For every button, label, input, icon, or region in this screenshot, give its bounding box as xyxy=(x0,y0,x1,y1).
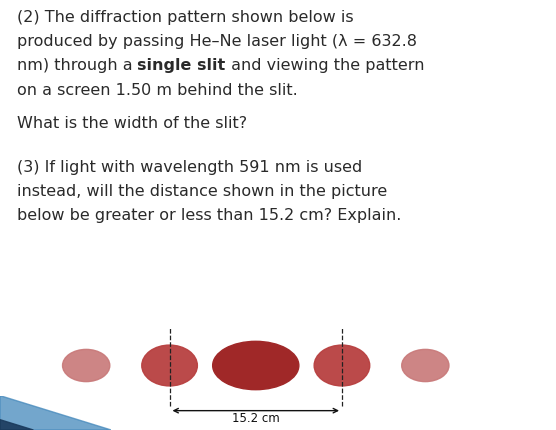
Text: below be greater or less than 15.2 cm? Explain.: below be greater or less than 15.2 cm? E… xyxy=(17,208,401,223)
Polygon shape xyxy=(0,396,111,430)
Text: nm) through a: nm) through a xyxy=(17,58,137,74)
Text: instead, will the distance shown in the picture: instead, will the distance shown in the … xyxy=(17,184,387,199)
Text: on a screen 1.50 m behind the slit.: on a screen 1.50 m behind the slit. xyxy=(17,83,297,98)
Polygon shape xyxy=(0,420,33,430)
Text: (2) The diffraction pattern shown below is: (2) The diffraction pattern shown below … xyxy=(17,10,353,25)
Text: and viewing the pattern: and viewing the pattern xyxy=(226,58,424,74)
Ellipse shape xyxy=(402,349,449,382)
Text: (3) If light with wavelength 591 nm is used: (3) If light with wavelength 591 nm is u… xyxy=(17,160,362,175)
Text: 15.2 cm: 15.2 cm xyxy=(232,412,280,425)
Text: produced by passing He–Ne laser light (λ = 632.8: produced by passing He–Ne laser light (λ… xyxy=(17,34,416,49)
Text: What is the width of the slit?: What is the width of the slit? xyxy=(17,117,247,131)
Ellipse shape xyxy=(213,341,299,390)
Ellipse shape xyxy=(314,345,370,386)
Text: single slit: single slit xyxy=(137,58,226,74)
Ellipse shape xyxy=(142,345,197,386)
Ellipse shape xyxy=(62,349,110,382)
